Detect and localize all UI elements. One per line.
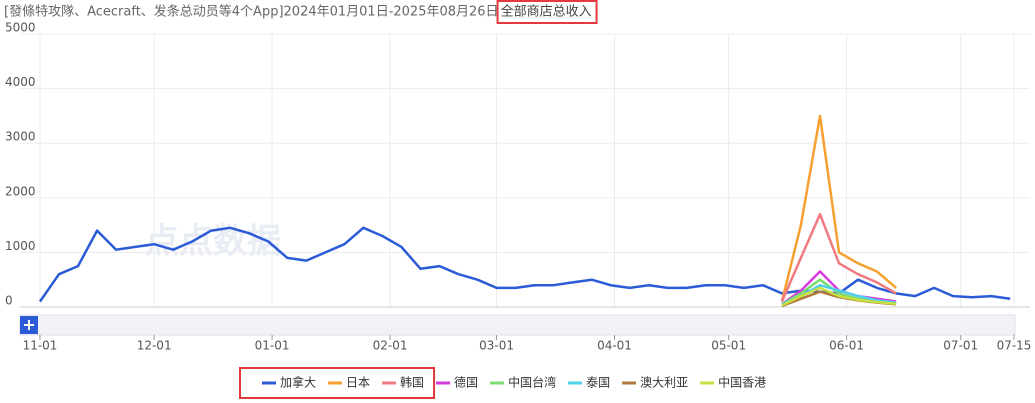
- x-tick-label: 03-01: [479, 339, 514, 353]
- x-tick-label: 02-01: [373, 339, 408, 353]
- legend-label: 中国台湾: [508, 375, 556, 390]
- x-tick-label: 05-01: [711, 339, 746, 353]
- y-tick-label: 0: [5, 294, 13, 308]
- legend-label: 德国: [454, 375, 478, 390]
- legend-label: 中国香港: [718, 375, 766, 390]
- x-tick-label: 07-15: [997, 339, 1032, 353]
- watermark: 点点数据: [145, 222, 281, 262]
- legend-label: 加拿大: [280, 375, 316, 390]
- x-tick-label: 12-01: [137, 339, 172, 353]
- x-tick-label: 04-01: [597, 339, 632, 353]
- chart-title: [發條特攻隊、Acecraft、发条总动员等4个App]2024年01月01日-…: [4, 4, 499, 20]
- zoom-slider[interactable]: [19, 314, 1016, 336]
- y-tick-label: 4000: [5, 75, 36, 89]
- highlight-box: [239, 367, 436, 399]
- series-line: [780, 114, 897, 302]
- chart-subtitle: 全部商店总收入: [501, 4, 592, 20]
- x-tick-label: 01-01: [255, 339, 290, 353]
- series-line: [38, 226, 1011, 303]
- x-tick-label: 06-01: [829, 339, 864, 353]
- series-line: [780, 212, 897, 302]
- series-line: [781, 286, 897, 307]
- legend-label: 澳大利亚: [640, 376, 688, 390]
- y-tick-label: 2000: [5, 184, 36, 198]
- y-tick-label: 1000: [5, 239, 36, 253]
- x-tick-label: 11-01: [23, 339, 58, 353]
- legend-label: 韩国: [400, 375, 424, 390]
- highlight-box: [496, 0, 598, 24]
- legend-label: 日本: [346, 376, 370, 390]
- plus-icon: [24, 320, 34, 330]
- y-tick-label: 5000: [5, 21, 36, 35]
- legend-label: 泰国: [586, 376, 610, 390]
- x-tick-label: 07-01: [943, 339, 978, 353]
- y-tick-label: 3000: [5, 130, 36, 144]
